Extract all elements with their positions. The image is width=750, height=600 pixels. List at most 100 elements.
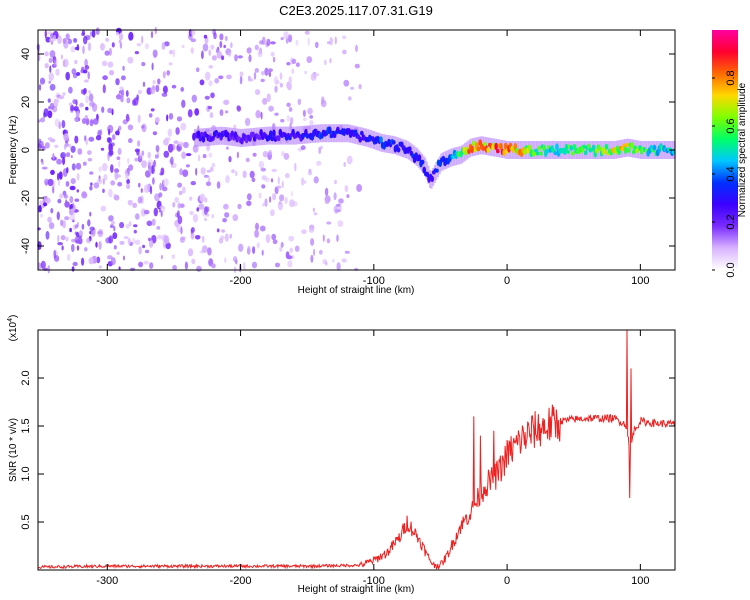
- noise-speck: [261, 184, 266, 189]
- noise-speck: [137, 89, 142, 95]
- noise-speck: [57, 198, 62, 204]
- noise-speck: [88, 93, 94, 102]
- noise-speck: [108, 47, 112, 57]
- noise-speck: [211, 55, 217, 61]
- ridge-point: [408, 146, 412, 152]
- noise-speck: [57, 235, 60, 243]
- noise-speck: [115, 32, 119, 36]
- noise-speck: [44, 62, 49, 69]
- noise-speck: [153, 207, 158, 217]
- y-tick-label: -40: [20, 238, 32, 254]
- noise-speck: [137, 114, 141, 124]
- noise-speck: [264, 198, 268, 207]
- noise-speck: [85, 95, 89, 104]
- noise-speck: [116, 156, 121, 160]
- noise-speck: [312, 207, 315, 212]
- noise-speck: [50, 208, 54, 214]
- ridge-point: [472, 140, 476, 147]
- noise-speck: [229, 233, 232, 239]
- noise-speck: [95, 241, 98, 248]
- noise-speck: [64, 216, 70, 221]
- noise-speck: [184, 261, 188, 270]
- noise-speck: [128, 164, 134, 172]
- noise-speck: [50, 169, 55, 175]
- noise-speck: [47, 216, 52, 223]
- noise-speck: [170, 156, 174, 165]
- ridge-point: [623, 146, 628, 154]
- noise-speck: [144, 43, 150, 50]
- ridge-point: [352, 132, 356, 137]
- noise-speck: [171, 254, 175, 259]
- noise-speck: [161, 186, 168, 192]
- ridge-point: [328, 126, 332, 135]
- noise-speck: [123, 255, 125, 261]
- noise-speck: [133, 224, 138, 228]
- snr-frame: [37, 329, 676, 571]
- noise-speck: [237, 203, 242, 210]
- noise-speck: [258, 192, 262, 199]
- noise-speck: [148, 165, 152, 174]
- noise-speck: [119, 221, 125, 229]
- noise-speck: [279, 194, 285, 202]
- noise-speck: [268, 105, 274, 112]
- noise-speck: [162, 206, 166, 212]
- noise-speck: [75, 232, 80, 238]
- colorbar-gradient: [712, 30, 738, 270]
- noise-speck: [162, 178, 169, 187]
- noise-speck: [41, 166, 48, 170]
- ridge-point: [566, 149, 570, 154]
- noise-speck: [108, 70, 115, 76]
- noise-speck: [119, 41, 123, 49]
- noise-speck: [111, 142, 115, 147]
- noise-speck: [260, 71, 265, 76]
- noise-speck: [191, 94, 197, 103]
- noise-speck: [307, 107, 313, 115]
- snr-plot-area: [38, 330, 675, 570]
- noise-speck: [44, 29, 47, 39]
- noise-speck: [84, 115, 88, 120]
- ridge-point: [652, 144, 657, 151]
- snr-x-label: Height of straight line (km): [298, 584, 415, 595]
- noise-speck: [73, 38, 78, 43]
- noise-speck: [280, 37, 284, 41]
- ridge-halo: [437, 159, 439, 178]
- noise-speck: [347, 96, 352, 101]
- y-tick-label: 0: [20, 147, 32, 153]
- noise-speck: [155, 84, 160, 93]
- noise-speck: [268, 68, 273, 72]
- noise-speck: [260, 167, 266, 172]
- noise-speck: [89, 226, 95, 231]
- noise-speck: [49, 83, 56, 91]
- noise-speck: [127, 124, 134, 131]
- ridge-point: [259, 129, 263, 137]
- ridge-point: [270, 136, 275, 142]
- noise-speck: [344, 250, 350, 254]
- noise-speck: [65, 71, 70, 81]
- noise-speck: [60, 152, 66, 159]
- ridge-point: [535, 151, 540, 156]
- noise-speck: [47, 265, 50, 274]
- noise-speck: [342, 35, 347, 40]
- noise-speck: [89, 185, 93, 191]
- noise-speck: [43, 112, 46, 119]
- noise-speck: [318, 146, 322, 155]
- noise-speck: [48, 80, 51, 84]
- noise-speck: [54, 118, 60, 127]
- noise-speck: [75, 162, 82, 170]
- noise-speck: [102, 188, 105, 193]
- noise-speck: [189, 210, 194, 216]
- noise-speck: [254, 229, 259, 238]
- noise-speck: [70, 155, 73, 159]
- noise-speck: [333, 192, 337, 201]
- noise-speck: [74, 198, 80, 202]
- noise-speck: [40, 117, 45, 123]
- noise-speck: [72, 202, 75, 207]
- noise-speck: [48, 72, 54, 81]
- noise-speck: [160, 167, 165, 176]
- ridge-halo: [540, 141, 543, 159]
- noise-speck: [144, 249, 150, 254]
- noise-speck: [262, 150, 268, 158]
- noise-speck: [271, 168, 278, 173]
- noise-speck: [114, 168, 120, 174]
- noise-speck: [105, 37, 109, 42]
